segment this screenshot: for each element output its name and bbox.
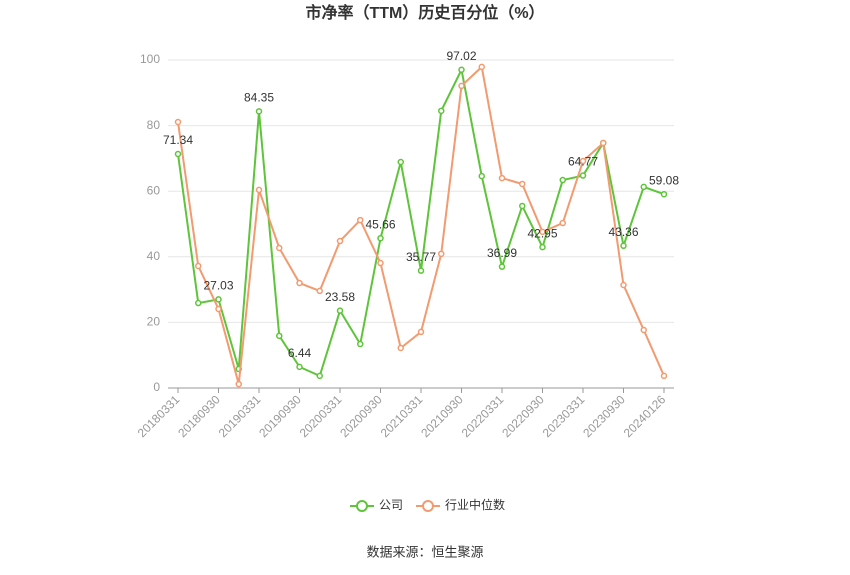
point	[377, 259, 384, 267]
point	[438, 250, 445, 258]
point	[579, 157, 587, 165]
point	[519, 180, 526, 188]
data-label: 23.58	[325, 290, 355, 304]
x-tick-label: 20230930	[580, 392, 628, 440]
legend-marker	[356, 500, 368, 512]
point	[660, 372, 668, 380]
data-label: 45.66	[365, 217, 395, 231]
point	[458, 66, 465, 74]
legend-label: 行业中位数	[445, 497, 505, 512]
x-tick-label: 20190331	[216, 392, 264, 440]
y-tick-label: 0	[153, 380, 160, 394]
legend-marker	[422, 500, 434, 512]
data-label: 36.99	[487, 246, 517, 260]
point	[620, 242, 627, 250]
point	[215, 305, 222, 313]
y-tick-label: 20	[147, 315, 161, 329]
point	[620, 281, 627, 289]
legend-label: 公司	[379, 498, 403, 512]
data-label: 27.03	[203, 279, 233, 293]
point	[296, 363, 303, 371]
point	[195, 299, 202, 307]
data-label: 64.77	[568, 155, 598, 169]
data-label: 59.08	[649, 173, 679, 187]
x-tick-label: 20180930	[175, 392, 223, 440]
data-label: 71.34	[163, 133, 193, 147]
data-label: 35.77	[406, 250, 436, 264]
point	[174, 150, 182, 158]
x-tick-label: 20210331	[378, 392, 426, 440]
x-tick-label: 20180331	[135, 392, 183, 440]
point	[296, 279, 303, 287]
data-label: 84.35	[244, 91, 274, 105]
point	[640, 326, 647, 334]
point	[600, 139, 607, 147]
point	[519, 202, 526, 210]
source: 数据来源：恒生聚源	[366, 544, 483, 559]
point	[539, 243, 546, 251]
point	[276, 332, 283, 340]
data-label: 6.44	[288, 346, 312, 360]
x-tick-label: 20200331	[297, 392, 345, 440]
point	[559, 219, 566, 227]
x-tick-label: 20220930	[499, 392, 547, 440]
point	[357, 216, 364, 224]
point	[255, 108, 263, 115]
point	[539, 228, 546, 236]
point	[660, 190, 668, 198]
data-label: 43.36	[608, 225, 638, 239]
point	[316, 372, 323, 380]
point	[559, 176, 566, 184]
point	[478, 172, 485, 180]
data-label: 97.02	[446, 49, 476, 63]
y-tick-label: 80	[147, 118, 161, 132]
point	[336, 237, 344, 245]
y-tick-label: 60	[147, 183, 161, 197]
x-tick-label: 20240126	[621, 392, 669, 440]
y-tick-label: 40	[147, 249, 161, 263]
point	[215, 296, 222, 303]
point	[498, 263, 506, 270]
data-label: 42.95	[527, 226, 557, 240]
x-tick-label: 20220331	[459, 392, 507, 440]
point	[255, 186, 263, 194]
point	[276, 244, 283, 252]
point	[579, 172, 587, 179]
point	[438, 107, 445, 115]
x-tick-label: 20230331	[540, 392, 588, 440]
x-tick-label: 20200930	[337, 392, 385, 440]
y-tick-label: 100	[140, 52, 160, 66]
point	[174, 118, 182, 126]
point	[336, 307, 344, 314]
chart-title: 市净率（TTM）历史百分位（%）	[305, 3, 544, 22]
point	[235, 380, 242, 388]
point	[316, 287, 323, 295]
point	[377, 234, 384, 242]
point	[417, 328, 425, 336]
point	[640, 183, 647, 191]
point	[397, 158, 404, 166]
point	[417, 267, 425, 274]
point	[478, 63, 485, 71]
point	[458, 82, 465, 90]
x-tick-label: 20190930	[256, 392, 304, 440]
point	[397, 344, 404, 352]
point	[357, 340, 364, 348]
x-tick-label: 20210930	[418, 392, 466, 440]
point	[498, 174, 506, 182]
point	[195, 262, 202, 270]
